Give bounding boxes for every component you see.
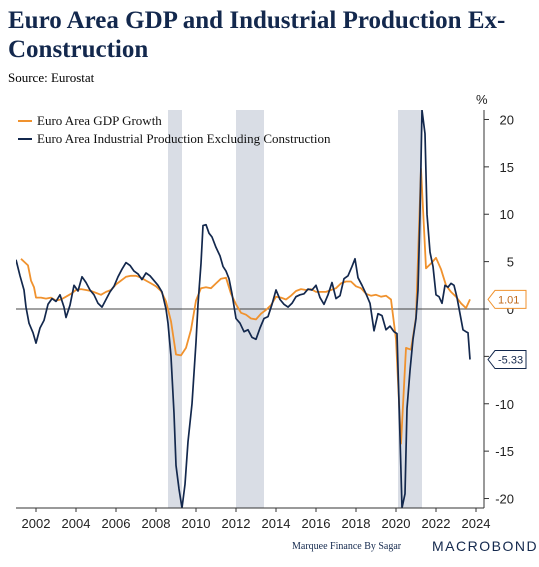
end-tag-label-ip: -5.33 <box>498 355 523 367</box>
x-tick-label-2012: 2012 <box>222 516 251 531</box>
x-tick-label-2008: 2008 <box>142 516 171 531</box>
x-tick-label-2016: 2016 <box>302 516 331 531</box>
legend-label-gdp: Euro Area GDP Growth <box>37 113 162 128</box>
x-tick-label-2002: 2002 <box>22 516 51 531</box>
series-line-gdp <box>20 167 471 445</box>
y-tick-label-20: 20 <box>500 112 514 127</box>
x-tick-label-2014: 2014 <box>262 516 291 531</box>
end-tag-box-gdp <box>487 289 527 309</box>
x-tick-label-2004: 2004 <box>62 516 91 531</box>
end-tag-label-gdp: 1.01 <box>498 294 519 306</box>
x-tick-label-2024: 2024 <box>462 516 491 531</box>
x-axis-ticks: 2002 2004 2006 2008 2010 2012 2014 2016 2018 2020… <box>22 508 491 531</box>
y-tick-label-0: 0 <box>507 302 514 317</box>
y-tick-label--10: -10 <box>495 397 514 412</box>
end-tag-box-ip <box>487 350 527 370</box>
y-axis-unit: % <box>476 92 488 107</box>
y-tick-label-10: 10 <box>500 207 514 222</box>
chart-title: Euro Area GDP and Industrial Production … <box>8 7 506 63</box>
y-tick-label--15: -15 <box>495 444 514 459</box>
x-tick-label-2006: 2006 <box>102 516 131 531</box>
y-tick-label--20: -20 <box>495 492 514 507</box>
x-tick-label-2022: 2022 <box>422 516 451 531</box>
series-line-ip <box>16 110 471 508</box>
footer-credit: Marquee Finance By Sagar <box>292 541 402 552</box>
end-value-tags: 1.01 -5.33 <box>487 289 527 370</box>
legend: Euro Area GDP Growth Euro Area Industrial… <box>18 113 331 146</box>
y-tick-label-15: 15 <box>500 160 514 175</box>
x-tick-label-2018: 2018 <box>342 516 371 531</box>
chart-subtitle: Source: Eurostat <box>8 70 95 85</box>
x-tick-label-2020: 2020 <box>382 516 411 531</box>
legend-label-ip: Euro Area Industrial Production Excludin… <box>37 131 331 146</box>
series-layer <box>16 110 471 508</box>
x-tick-label-2010: 2010 <box>182 516 211 531</box>
footer-brand-logo: MACROBOND <box>432 538 539 554</box>
y-tick-label-5: 5 <box>507 255 514 270</box>
